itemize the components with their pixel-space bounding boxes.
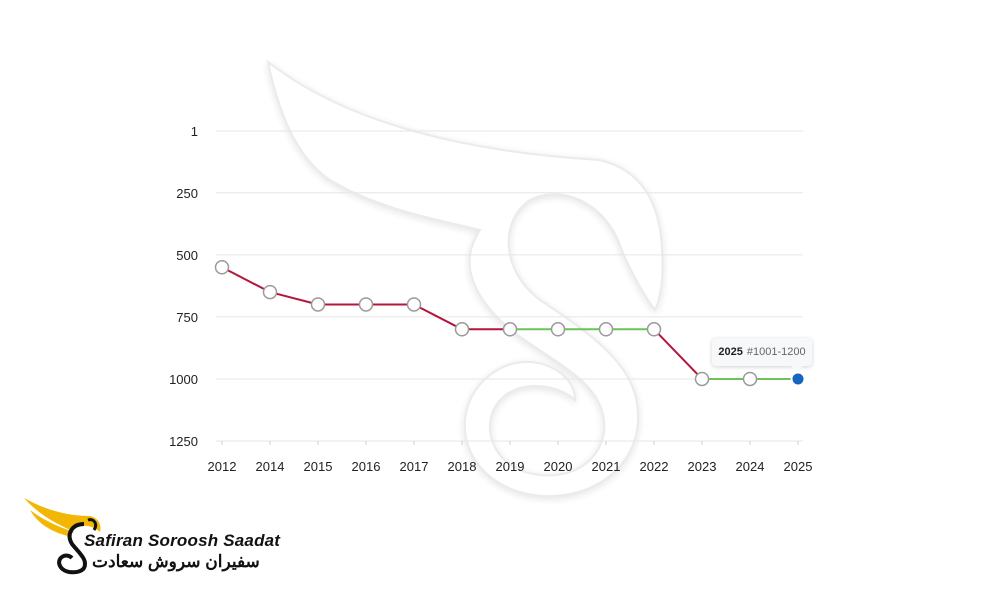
tooltip-year: 2025: [718, 346, 743, 358]
data-point[interactable]: [262, 284, 278, 300]
brand-name-persian: سفیران سروش سعادت: [92, 552, 260, 571]
x-tick-label: 2025: [784, 459, 813, 474]
series-segment: [413, 303, 463, 331]
tooltip-rank: #1001-1200: [746, 346, 806, 358]
y-tick-label: 750: [176, 310, 198, 325]
x-tick-label: 2023: [688, 459, 717, 474]
x-tick-label: 2018: [448, 459, 477, 474]
x-tick-label: 2021: [592, 459, 621, 474]
data-point[interactable]: [214, 260, 230, 275]
data-point[interactable]: [646, 322, 662, 337]
data-point[interactable]: [742, 371, 758, 387]
data-point[interactable]: [502, 322, 518, 337]
x-tick-label: 2022: [640, 459, 669, 474]
swan-wing-logo-icon: [24, 498, 101, 575]
data-point[interactable]: [358, 297, 374, 312]
data-point[interactable]: [550, 322, 566, 337]
data-point[interactable]: [406, 297, 422, 312]
x-tick-label: 2014: [256, 459, 285, 474]
y-tick-label: 1: [191, 124, 198, 139]
data-point-highlighted[interactable]: [790, 371, 806, 387]
data-point[interactable]: [454, 322, 470, 337]
brand-name-english: Safiran Soroosh Saadat: [84, 531, 281, 550]
y-tick-label: 1000: [169, 372, 198, 387]
y-tick-label: 250: [176, 186, 198, 201]
tooltip-tail: [791, 366, 803, 372]
x-tick-label: 2012: [208, 459, 237, 474]
data-tooltip: 2025 #1001-1200: [712, 338, 812, 366]
data-point[interactable]: [694, 371, 710, 387]
series-segment: [221, 266, 271, 293]
swan-watermark-icon: [266, 59, 664, 498]
x-tick-label: 2017: [400, 459, 429, 474]
x-tick-label: 2024: [736, 459, 765, 474]
series-segment: [653, 328, 703, 380]
series-segment: [269, 291, 319, 306]
x-tick-label: 2015: [304, 459, 333, 474]
y-tick-label: 1250: [169, 434, 198, 449]
x-tick-label: 2016: [352, 459, 381, 474]
x-tick-label: 2020: [544, 459, 573, 474]
x-tick-label: 2019: [496, 459, 525, 474]
y-tick-label: 500: [176, 248, 198, 263]
data-point[interactable]: [598, 322, 614, 337]
data-point[interactable]: [310, 297, 326, 312]
